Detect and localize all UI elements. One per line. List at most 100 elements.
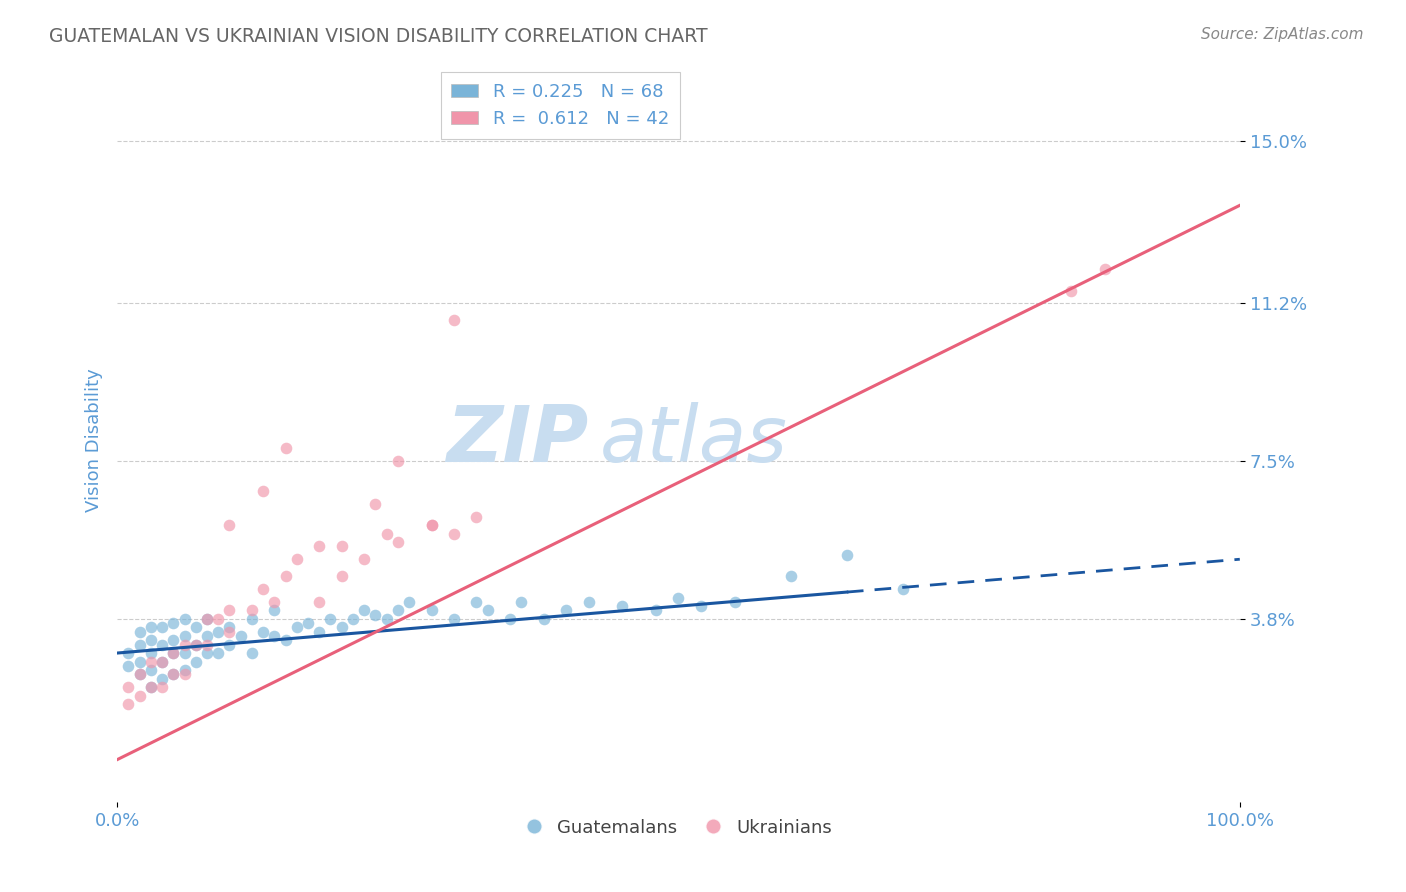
Point [330, 540, 353, 554]
Point [162, 667, 184, 681]
Point [510, 595, 533, 609]
Point [578, 595, 600, 609]
Point [353, 603, 375, 617]
Point [364, 497, 387, 511]
Point [330, 569, 353, 583]
Point [128, 638, 150, 652]
Point [645, 603, 668, 617]
Point [465, 595, 488, 609]
Point [117, 680, 139, 694]
Point [218, 638, 240, 652]
Point [240, 646, 263, 660]
Point [139, 646, 162, 660]
Text: GUATEMALAN VS UKRAINIAN VISION DISABILITY CORRELATION CHART: GUATEMALAN VS UKRAINIAN VISION DISABILIT… [49, 27, 707, 45]
Point [1094, 262, 1116, 277]
Point [218, 518, 240, 533]
Point [195, 638, 218, 652]
Point [779, 569, 801, 583]
Point [252, 582, 274, 596]
Point [117, 697, 139, 711]
Point [139, 680, 162, 694]
Point [128, 624, 150, 639]
Point [218, 603, 240, 617]
Point [195, 612, 218, 626]
Point [375, 526, 398, 541]
Point [218, 620, 240, 634]
Point [285, 552, 308, 566]
Point [342, 612, 364, 626]
Point [139, 663, 162, 677]
Point [308, 624, 330, 639]
Point [555, 603, 578, 617]
Point [162, 646, 184, 660]
Point [139, 655, 162, 669]
Point [387, 454, 409, 468]
Point [499, 612, 522, 626]
Point [139, 620, 162, 634]
Point [162, 633, 184, 648]
Point [330, 620, 353, 634]
Point [184, 620, 207, 634]
Point [195, 612, 218, 626]
Text: Source: ZipAtlas.com: Source: ZipAtlas.com [1201, 27, 1364, 42]
Point [612, 599, 634, 614]
Point [128, 667, 150, 681]
Point [195, 646, 218, 660]
Text: atlas: atlas [600, 402, 787, 478]
Point [139, 633, 162, 648]
Point [443, 526, 465, 541]
Point [723, 595, 745, 609]
Point [387, 535, 409, 549]
Point [263, 603, 285, 617]
Point [465, 509, 488, 524]
Point [690, 599, 713, 614]
Point [128, 689, 150, 703]
Point [240, 603, 263, 617]
Point [398, 595, 420, 609]
Point [150, 672, 173, 686]
Point [207, 612, 229, 626]
Point [285, 620, 308, 634]
Point [173, 638, 195, 652]
Point [252, 483, 274, 498]
Point [387, 603, 409, 617]
Point [173, 612, 195, 626]
Point [420, 518, 443, 533]
Legend: Guatemalans, Ukrainians: Guatemalans, Ukrainians [517, 812, 839, 844]
Point [150, 655, 173, 669]
Point [319, 612, 342, 626]
Point [218, 624, 240, 639]
Point [891, 582, 914, 596]
Point [229, 629, 252, 643]
Y-axis label: Vision Disability: Vision Disability [86, 368, 103, 512]
Point [274, 442, 297, 456]
Text: ZIP: ZIP [447, 402, 589, 478]
Point [263, 595, 285, 609]
Point [533, 612, 555, 626]
Point [420, 603, 443, 617]
Point [173, 646, 195, 660]
Point [263, 629, 285, 643]
Point [240, 612, 263, 626]
Point [150, 655, 173, 669]
Point [173, 629, 195, 643]
Point [274, 569, 297, 583]
Point [274, 633, 297, 648]
Point [443, 612, 465, 626]
Point [162, 616, 184, 631]
Point [184, 638, 207, 652]
Point [162, 667, 184, 681]
Point [117, 658, 139, 673]
Point [128, 655, 150, 669]
Point [150, 680, 173, 694]
Point [1060, 284, 1083, 298]
Point [443, 313, 465, 327]
Point [117, 646, 139, 660]
Point [375, 612, 398, 626]
Point [252, 624, 274, 639]
Point [162, 646, 184, 660]
Point [297, 616, 319, 631]
Point [150, 638, 173, 652]
Point [420, 518, 443, 533]
Point [195, 629, 218, 643]
